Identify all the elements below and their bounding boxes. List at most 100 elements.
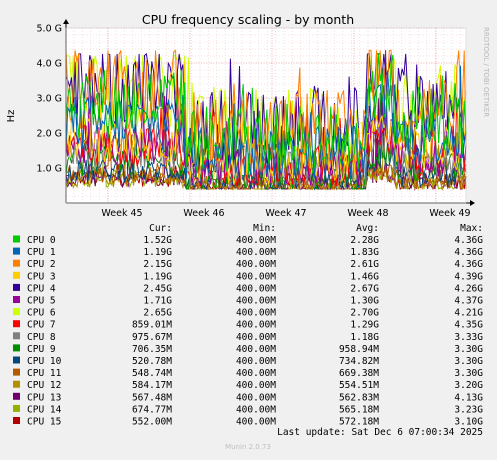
legend-min-value: 400.00M bbox=[236, 368, 276, 379]
legend-max-value: 4.36G bbox=[454, 247, 483, 258]
legend-avg-value: 2.70G bbox=[350, 308, 379, 319]
last-update: Last update: Sat Dec 6 07:00:34 2025 bbox=[277, 427, 483, 438]
x-tick-label: Week 45 bbox=[101, 208, 142, 219]
legend-series-name: CPU 1 bbox=[27, 247, 56, 258]
legend-row: CPU 8 975.67M 400.00M 1.18G 3.33G bbox=[13, 332, 483, 343]
legend-max-value: 3.23G bbox=[454, 404, 483, 415]
legend-max-value: 4.36G bbox=[454, 235, 483, 246]
series-lines bbox=[65, 49, 467, 191]
legend-avg-value: 1.29G bbox=[350, 320, 379, 331]
chart-title: CPU frequency scaling - by month bbox=[142, 12, 354, 27]
series-line bbox=[65, 92, 467, 191]
legend-series-name: CPU 4 bbox=[27, 283, 56, 294]
legend-row: CPU 9 706.35M 400.00M 958.94M 3.30G bbox=[13, 344, 483, 355]
series-line bbox=[65, 52, 467, 172]
rrdtool-watermark: RRDTOOL / TOBI OETIKER bbox=[482, 27, 490, 117]
legend-min-value: 400.00M bbox=[236, 332, 276, 343]
legend-swatch bbox=[13, 368, 20, 376]
legend-series-name: CPU 13 bbox=[27, 392, 61, 403]
legend-row: CPU 15 552.00M 400.00M 572.18M 3.10G bbox=[13, 417, 483, 428]
legend-row: CPU 13 567.48M 400.00M 562.83M 4.13G bbox=[13, 392, 483, 403]
legend: Cur: Min: Avg: Max: CPU 0 1.52G 400.00M 2.2… bbox=[13, 223, 483, 428]
legend-min-value: 400.00M bbox=[236, 308, 276, 319]
legend-row: CPU 3 1.19G 400.00M 1.46G 4.39G bbox=[13, 271, 483, 282]
legend-row: CPU 5 1.71G 400.00M 1.30G 4.37G bbox=[13, 296, 483, 307]
legend-min-value: 400.00M bbox=[236, 344, 276, 355]
legend-swatch bbox=[13, 380, 20, 388]
series-line bbox=[65, 61, 467, 186]
axes bbox=[63, 19, 475, 206]
legend-min-value: 400.00M bbox=[236, 404, 276, 415]
legend-series-name: CPU 12 bbox=[27, 380, 61, 391]
legend-cur-value: 1.19G bbox=[143, 247, 172, 258]
y-tick-label: 1.0 G bbox=[37, 164, 63, 175]
legend-swatch bbox=[13, 271, 20, 279]
legend-series-name: CPU 6 bbox=[27, 308, 56, 319]
x-tick-labels: Week 45 Week 46 Week 47 Week 48 Week 49 bbox=[101, 208, 470, 219]
legend-avg-value: 565.18M bbox=[339, 404, 379, 415]
legend-cur-value: 2.15G bbox=[143, 259, 172, 270]
legend-cur-value: 2.65G bbox=[143, 308, 172, 319]
legend-series-name: CPU 8 bbox=[27, 332, 56, 343]
legend-min-value: 400.00M bbox=[236, 259, 276, 270]
legend-min-value: 400.00M bbox=[236, 296, 276, 307]
legend-min-value: 400.00M bbox=[236, 392, 276, 403]
legend-max-value: 3.30G bbox=[454, 368, 483, 379]
x-tick-label: Week 47 bbox=[265, 208, 306, 219]
legend-header-max: Max: bbox=[460, 223, 483, 234]
y-tick-labels: 1.0 G 2.0 G 3.0 G 4.0 G 5.0 G bbox=[37, 24, 63, 175]
legend-header-avg: Avg: bbox=[356, 223, 379, 234]
legend-swatch bbox=[13, 247, 20, 255]
legend-swatch bbox=[13, 320, 20, 328]
legend-swatch bbox=[13, 235, 20, 243]
legend-min-value: 400.00M bbox=[236, 320, 276, 331]
legend-max-value: 4.39G bbox=[454, 271, 483, 282]
legend-cur-value: 548.74M bbox=[132, 368, 172, 379]
legend-cur-value: 552.00M bbox=[132, 417, 172, 428]
legend-max-value: 4.35G bbox=[454, 320, 483, 331]
legend-row: CPU 11 548.74M 400.00M 669.38M 3.30G bbox=[13, 368, 483, 379]
legend-cur-value: 859.01M bbox=[132, 320, 172, 331]
legend-row: CPU 12 584.17M 400.00M 554.51M 3.20G bbox=[13, 380, 483, 391]
legend-max-value: 3.10G bbox=[454, 417, 483, 428]
legend-series-name: CPU 14 bbox=[27, 404, 62, 415]
legend-swatch bbox=[13, 259, 20, 267]
legend-cur-value: 706.35M bbox=[132, 344, 172, 355]
legend-cur-value: 2.45G bbox=[143, 283, 172, 294]
legend-series-name: CPU 11 bbox=[27, 368, 62, 379]
legend-cur-value: 1.52G bbox=[143, 235, 172, 246]
legend-max-value: 4.26G bbox=[454, 283, 483, 294]
legend-swatch bbox=[13, 392, 20, 400]
legend-min-value: 400.00M bbox=[236, 283, 276, 294]
legend-cur-value: 1.19G bbox=[143, 271, 172, 282]
legend-avg-value: 554.51M bbox=[339, 380, 379, 391]
y-tick-label: 4.0 G bbox=[37, 59, 63, 70]
y-tick-label: 5.0 G bbox=[37, 24, 63, 35]
legend-max-value: 4.36G bbox=[454, 259, 483, 270]
munin-version: Munin 2.0.73 bbox=[225, 443, 271, 451]
legend-series-name: CPU 15 bbox=[27, 417, 61, 428]
legend-series-name: CPU 5 bbox=[27, 296, 56, 307]
legend-avg-value: 1.83G bbox=[350, 247, 379, 258]
legend-series-name: CPU 10 bbox=[27, 356, 62, 367]
legend-header-cur: Cur: bbox=[149, 223, 172, 234]
legend-min-value: 400.00M bbox=[236, 271, 276, 282]
legend-series-name: CPU 3 bbox=[27, 271, 56, 282]
legend-row: CPU 1 1.19G 400.00M 1.83G 4.36G bbox=[13, 247, 483, 258]
legend-max-value: 3.20G bbox=[454, 380, 483, 391]
legend-swatch bbox=[13, 308, 20, 316]
legend-avg-value: 572.18M bbox=[339, 417, 379, 428]
legend-swatch bbox=[13, 296, 20, 303]
legend-avg-value: 958.94M bbox=[339, 344, 379, 355]
plot-border bbox=[65, 27, 467, 204]
legend-max-value: 4.37G bbox=[454, 296, 483, 307]
y-tick-label: 2.0 G bbox=[37, 129, 63, 140]
legend-cur-value: 1.71G bbox=[143, 296, 172, 307]
legend-min-value: 400.00M bbox=[236, 356, 276, 367]
legend-max-value: 3.30G bbox=[454, 356, 483, 367]
legend-swatch bbox=[13, 332, 20, 340]
legend-avg-value: 1.18G bbox=[350, 332, 379, 343]
legend-swatch bbox=[13, 344, 20, 352]
legend-swatch bbox=[13, 417, 20, 424]
